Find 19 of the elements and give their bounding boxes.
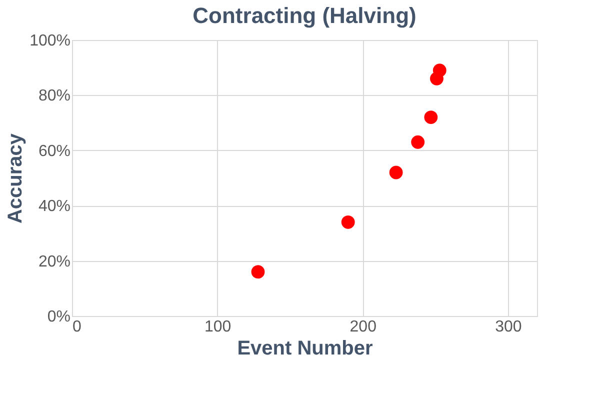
point [432, 64, 446, 78]
y-tick-label: 40% [38, 198, 70, 216]
x-axis-title: Event Number [237, 338, 374, 360]
point [251, 265, 265, 279]
x-tick-label: 200 [350, 318, 377, 336]
x-tick-label: 300 [495, 318, 522, 336]
y-tick-label: 20% [38, 253, 70, 270]
y-tick-label: 60% [38, 142, 70, 160]
y-tick-label: 100% [30, 32, 70, 50]
y-axis-title: Accuracy [4, 132, 27, 224]
x-tick-label: 100 [204, 318, 232, 336]
point [411, 135, 425, 149]
point [341, 215, 355, 229]
y-tick-label: 80% [38, 88, 70, 105]
x-tick-label: 0 [72, 318, 82, 336]
point [424, 110, 438, 124]
point [389, 166, 403, 180]
y-tick-label: 0% [47, 308, 70, 326]
chart-title: Contracting (Halving) [192, 3, 416, 28]
